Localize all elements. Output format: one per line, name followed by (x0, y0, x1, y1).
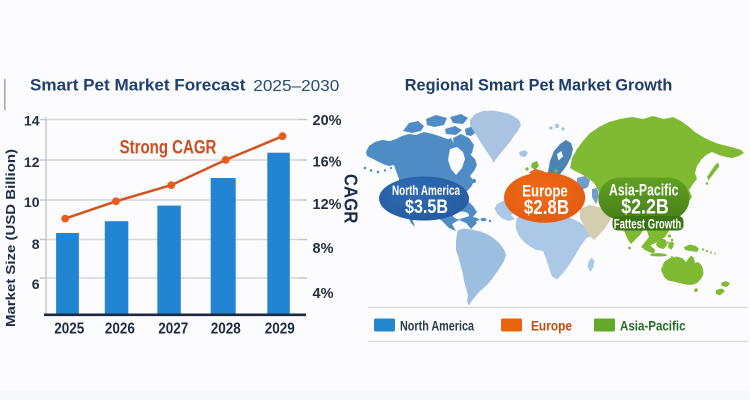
svg-text:12: 12 (24, 154, 40, 170)
svg-text:10: 10 (24, 194, 40, 210)
svg-text:Smart Pet Market Forecast: Smart Pet Market Forecast (30, 76, 246, 95)
svg-text:$2.2B: $2.2B (621, 195, 669, 218)
svg-text:Asia-Pacific: Asia-Pacific (609, 182, 678, 200)
svg-text:Strong CAGR: Strong CAGR (120, 138, 217, 159)
svg-text:Fattest Growth: Fattest Growth (614, 216, 682, 232)
svg-text:2025–2030: 2025–2030 (253, 78, 339, 95)
svg-text:20%: 20% (313, 113, 342, 129)
svg-text:2025: 2025 (54, 320, 84, 337)
svg-text:2028: 2028 (211, 320, 241, 337)
svg-text:North America: North America (392, 182, 460, 198)
svg-text:8%: 8% (313, 241, 334, 257)
svg-text:2029: 2029 (265, 320, 295, 337)
svg-text:16%: 16% (313, 155, 342, 171)
svg-text:CAGR: CAGR (341, 174, 361, 224)
svg-text:2027: 2027 (158, 320, 188, 337)
svg-text:Asia-Pacific: Asia-Pacific (620, 318, 686, 334)
svg-text:Europe: Europe (531, 318, 572, 334)
svg-text:$2.8B: $2.8B (524, 197, 569, 219)
svg-text:$3.5B: $3.5B (405, 196, 448, 218)
svg-text:North America: North America (400, 318, 474, 334)
svg-text:12%: 12% (313, 197, 342, 213)
svg-text:Market Size (USD Billion): Market Size (USD Billion) (4, 149, 18, 327)
svg-text:Regional Smart Pet Market Grow: Regional Smart Pet Market Growth (405, 76, 673, 95)
svg-text:6: 6 (32, 276, 40, 292)
svg-text:Europe: Europe (522, 182, 568, 201)
svg-text:8: 8 (32, 236, 40, 252)
svg-text:2026: 2026 (105, 320, 135, 337)
svg-text:4%: 4% (313, 286, 334, 302)
svg-text:14: 14 (24, 113, 40, 129)
